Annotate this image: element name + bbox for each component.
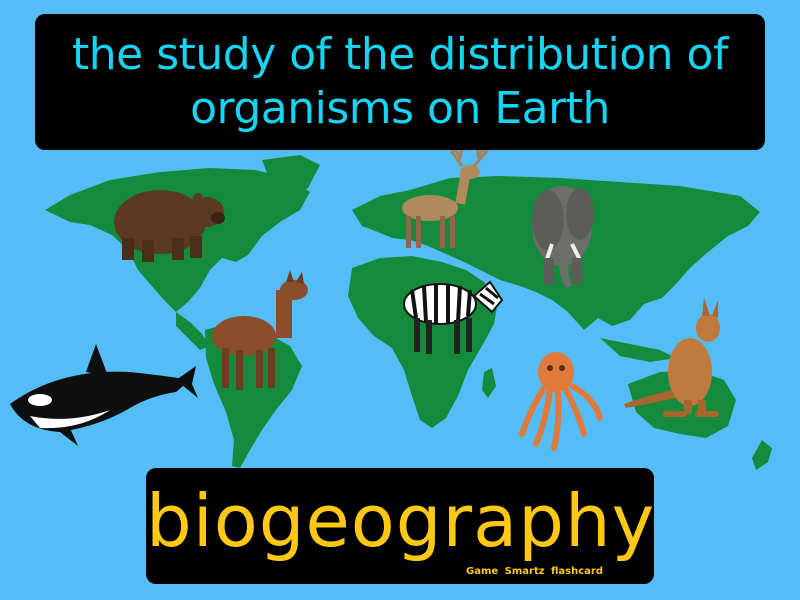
credit-text: Game Smartz flashcard [466,566,604,577]
new-zealand-landmass [752,440,772,470]
bear-illustration [114,190,225,262]
deer-illustration [402,147,489,248]
indonesia-landmass [600,338,676,362]
definition-panel: the study of the distribution of organis… [35,14,765,150]
term-panel: biogeography Game Smartz flashcard [146,468,654,584]
south-america-landmass [205,322,302,468]
definition-text: the study of the distribution of organis… [72,29,728,134]
octopus-illustration [519,352,603,451]
llama-illustration [212,270,308,390]
kangaroo-illustration [624,298,720,417]
central-america-landmass [176,312,210,350]
term-text: biogeography [146,479,656,563]
orca-illustration [10,344,198,446]
africa-landmass [348,256,498,428]
madagascar-landmass [482,368,496,398]
zebra-illustration [403,280,504,354]
greenland-landmass [262,155,320,196]
elephant-illustration [532,186,594,288]
